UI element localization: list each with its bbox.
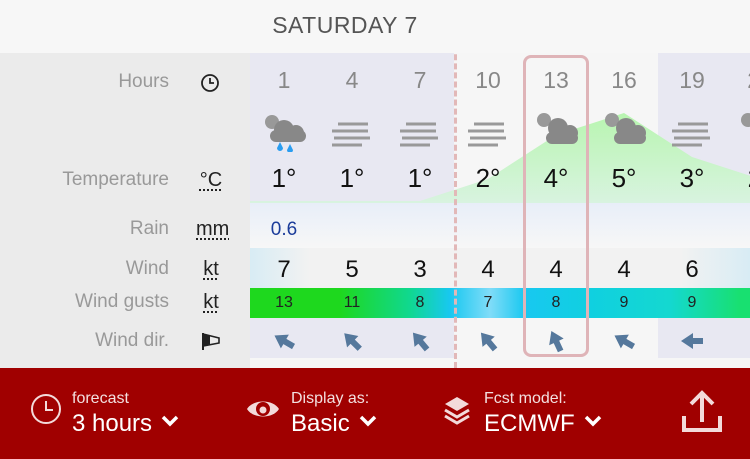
hour-value: 13	[543, 67, 569, 93]
chevron-down-icon	[161, 415, 179, 427]
wind-value: 5	[345, 256, 359, 283]
wind-unit[interactable]: kt	[203, 258, 219, 280]
rain-unit[interactable]: mm	[196, 218, 230, 240]
forecast-column[interactable]: 4 1° 5 11	[318, 53, 386, 368]
current-time-line	[454, 53, 457, 368]
forecast-column[interactable]: 1 1° 0.6 7 13	[250, 53, 318, 368]
hour-value: 1	[277, 67, 291, 93]
gust-value: 9	[687, 294, 697, 311]
wind-direction-arrow-icon	[681, 333, 703, 349]
temperature-value: 2°	[475, 163, 501, 193]
hour-value: 19	[679, 67, 705, 93]
clock-icon	[201, 74, 219, 92]
display-label: Display as:	[291, 390, 370, 407]
chevron-down-icon	[584, 415, 601, 427]
eye-icon	[247, 401, 279, 417]
gust-value: 8	[415, 294, 425, 311]
temperature-value: 1°	[271, 163, 297, 193]
forecast-column[interactable]: 7 1° 3 8	[386, 53, 454, 368]
windsock-icon	[202, 332, 220, 350]
rain-band	[250, 203, 750, 248]
forecast-model-select[interactable]: Fcst model: ECMWF	[442, 368, 622, 459]
hour-value: 7	[413, 67, 427, 93]
gust-value	[726, 288, 750, 318]
wind-label: Wind	[125, 258, 169, 279]
forecast-table[interactable]: 1 1° 0.6 7 13 4 1° 5 11 7 1° 3 8 10 2° 4…	[250, 53, 750, 368]
temperature-value: 4°	[543, 163, 569, 193]
display-as-select[interactable]: Display as: Basic	[245, 368, 415, 459]
hour-value: 10	[475, 67, 501, 93]
wind-value: 4	[549, 256, 563, 283]
cloud-rain-icon	[265, 115, 306, 152]
day-header	[0, 0, 750, 53]
temperature-value: 1°	[339, 163, 365, 193]
temperature-value: 5°	[611, 163, 637, 193]
forecast-column[interactable]: 19 3° 6 9	[658, 53, 726, 368]
wind-value: 7	[277, 256, 291, 283]
forecast-label: forecast	[72, 390, 129, 407]
selected-column-highlight	[523, 55, 589, 357]
hours-label: Hours	[118, 71, 169, 92]
day-title: SATURDAY 7	[272, 12, 418, 38]
display-value: Basic	[291, 410, 350, 437]
wind-direction-arrow-icon	[614, 334, 636, 350]
wind-direction-arrow-icon	[412, 332, 430, 352]
forecast-column[interactable]: 22 2°	[726, 53, 750, 368]
temperature-unit[interactable]: °C	[199, 169, 223, 191]
footer-bar: forecast 3 hours Display as: Basic Fcst …	[0, 368, 750, 459]
gust-value: 7	[483, 294, 493, 311]
clock-icon	[31, 394, 61, 424]
rain-label: Rain	[129, 218, 169, 239]
gust-value: 9	[619, 294, 629, 311]
temperature-value: 3°	[679, 163, 705, 193]
wind-value: 6	[685, 256, 699, 283]
temperature-value: 2°	[726, 163, 750, 194]
gust-value: 13	[275, 294, 293, 311]
rain-value: 0.6	[270, 219, 298, 240]
model-value: ECMWF	[484, 410, 575, 437]
temperature-label: Temperature	[62, 169, 169, 190]
fog-icon	[332, 122, 370, 147]
forecast-value: 3 hours	[72, 410, 153, 437]
chevron-down-icon	[359, 415, 376, 427]
hour-value: 16	[611, 67, 637, 93]
fog-icon	[672, 122, 710, 147]
wind-value: 4	[481, 256, 495, 283]
gust-value: 8	[551, 294, 561, 311]
forecast-column[interactable]: 16 5° 4 9	[590, 53, 658, 368]
forecast-column[interactable]: 13 4° 4 8	[522, 53, 590, 368]
fog-icon	[400, 122, 438, 147]
forecast-step-select[interactable]: forecast 3 hours	[28, 368, 198, 459]
clouds-icon	[605, 113, 646, 144]
wind-direction-arrow-icon	[549, 331, 564, 353]
gust-value: 11	[343, 294, 361, 311]
wind-direction-arrow-icon	[480, 332, 498, 352]
row-labels: Hours Temperature °C Rain mm Wind kt Win…	[0, 53, 250, 368]
gust-band	[250, 288, 750, 318]
hour-value: 22	[726, 67, 750, 94]
temperature-value: 1°	[407, 163, 433, 193]
forecast-column[interactable]: 10 2° 4 7	[454, 53, 522, 368]
gusts-unit[interactable]: kt	[203, 291, 219, 313]
wind-direction-arrow-icon	[274, 334, 296, 350]
wind-direction-arrow-icon	[344, 333, 362, 351]
clouds-icon	[537, 113, 578, 144]
model-label: Fcst model:	[484, 390, 567, 407]
gusts-label: Wind gusts	[75, 291, 169, 312]
wind-value: 3	[413, 256, 427, 283]
share-icon[interactable]	[680, 390, 724, 434]
layers-icon	[444, 397, 470, 425]
hour-value: 4	[345, 67, 359, 93]
wind-dir-label: Wind dir.	[95, 330, 169, 351]
wind-value: 4	[617, 256, 631, 283]
wind-band	[250, 248, 750, 288]
clouds-icon	[741, 113, 750, 127]
fog-icon	[468, 122, 506, 147]
